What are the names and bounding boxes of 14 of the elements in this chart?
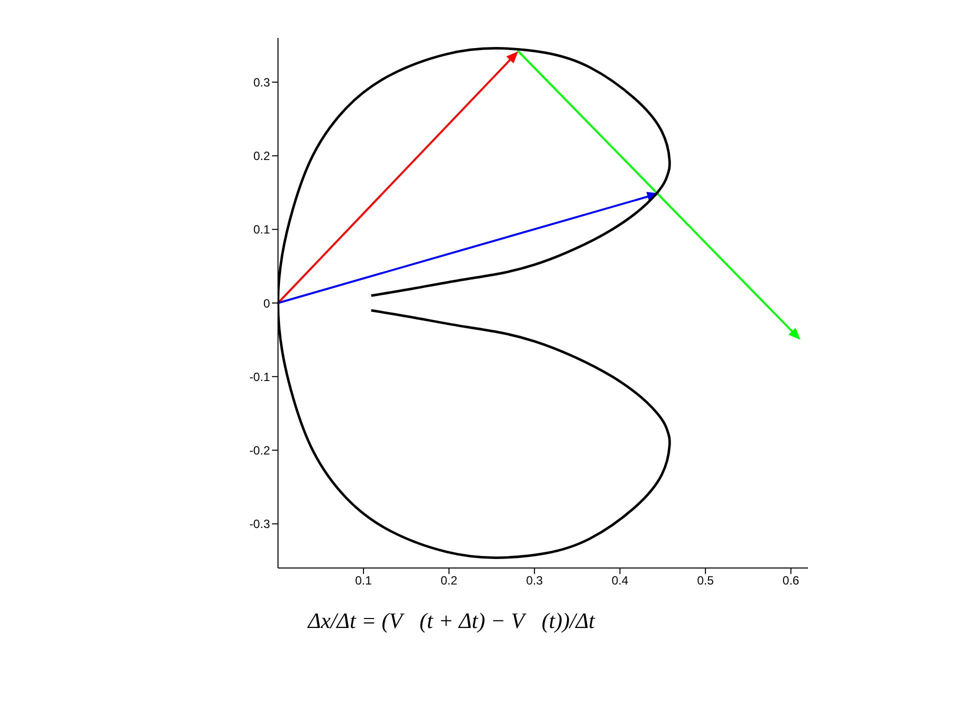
- y-tick-label: -0.1: [249, 370, 270, 384]
- y-tick-label: -0.3: [249, 517, 270, 532]
- text: Δx/Δt = (V⃗(t + Δt) − V⃗(t))/Δt: [308, 608, 596, 634]
- y-tick-label: 0.2: [253, 149, 270, 164]
- y-tick-label: -0.2: [249, 443, 270, 458]
- x-tick-label: 0.1: [355, 574, 372, 588]
- x-tick-label: 0.3: [526, 574, 544, 588]
- y-tick-label: 0.1: [253, 222, 270, 237]
- x-tick-label: 0.6: [782, 574, 800, 588]
- y-tick-label: 0.3: [253, 75, 270, 90]
- x-tick-label: 0.2: [440, 574, 458, 588]
- x-tick-label: 0.5: [697, 574, 714, 588]
- x-tick-label: 0.4: [612, 574, 629, 588]
- y-tick-label: 0: [263, 296, 270, 310]
